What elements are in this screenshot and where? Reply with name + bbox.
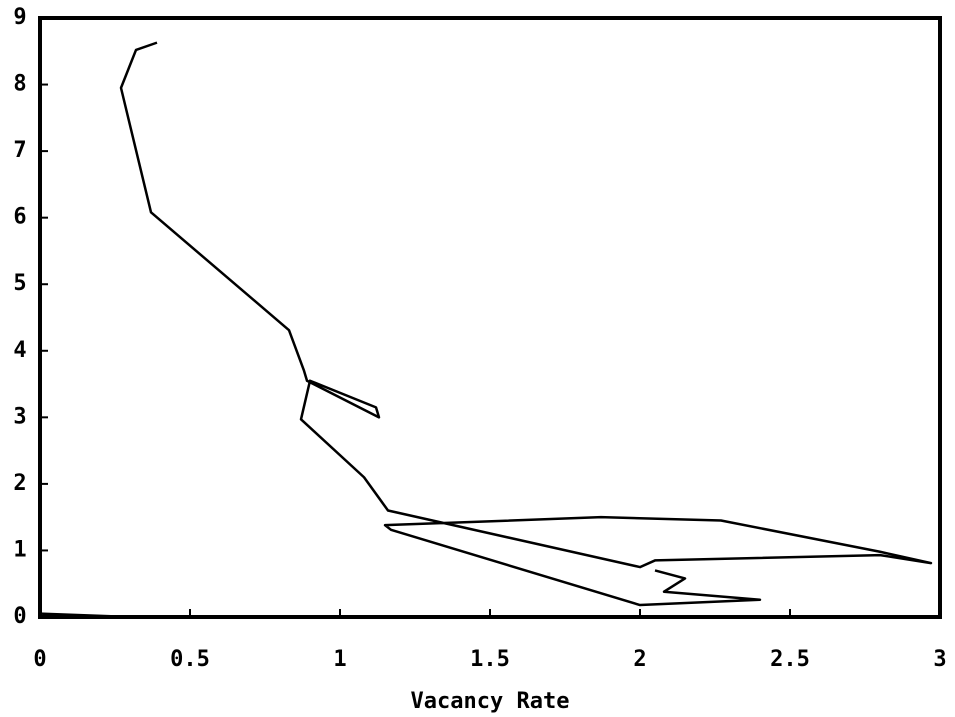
y-tick-label: 0	[13, 604, 26, 629]
y-tick-label: 2	[13, 471, 26, 496]
x-tick-label: 1.5	[470, 647, 510, 672]
y-tick-label: 3	[13, 404, 26, 429]
y-tick-label: 1	[13, 537, 26, 562]
x-tick-label: 0.5	[170, 647, 210, 672]
x-tick-label: 2.5	[770, 647, 810, 672]
x-tick-label: 3	[933, 647, 946, 672]
data-line	[119, 41, 933, 607]
y-tick-label: 9	[13, 5, 26, 30]
y-tick-label: 7	[13, 138, 26, 163]
y-tick-label: 8	[13, 72, 26, 97]
y-tick-label: 5	[13, 271, 26, 296]
x-axis-label: Vacancy Rate	[411, 689, 570, 714]
x-tick-label: 2	[633, 647, 646, 672]
x-tick-label: 1	[333, 647, 346, 672]
y-tick-label: 6	[13, 205, 26, 230]
x-tick-label: 0	[33, 647, 46, 672]
data-line	[39, 612, 131, 619]
y-tick-label: 4	[13, 338, 26, 363]
plot-frame	[38, 16, 942, 619]
